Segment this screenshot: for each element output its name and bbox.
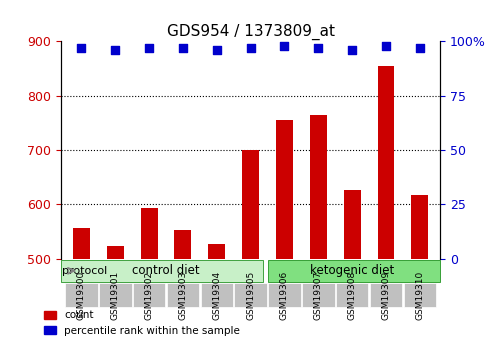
Text: GSM19307: GSM19307: [313, 270, 322, 319]
Text: GSM19305: GSM19305: [245, 270, 255, 319]
Bar: [369, 283, 401, 307]
Bar: [133, 283, 165, 307]
Bar: [267, 283, 300, 307]
Bar: [61, 260, 262, 282]
Text: GSM19301: GSM19301: [111, 270, 120, 319]
Bar: [267, 260, 439, 282]
Bar: [106, 246, 123, 259]
Legend: count, percentile rank within the sample: count, percentile rank within the sample: [40, 306, 244, 340]
Text: GSM19306: GSM19306: [279, 270, 288, 319]
Point: [415, 45, 423, 51]
Text: GSM19300: GSM19300: [77, 270, 86, 319]
Bar: [309, 115, 326, 259]
Point: [347, 47, 355, 53]
Bar: [234, 283, 266, 307]
Text: GSM19303: GSM19303: [178, 270, 187, 319]
Text: GSM19302: GSM19302: [144, 270, 153, 319]
Point: [145, 45, 153, 51]
Bar: [65, 283, 98, 307]
Point: [78, 45, 85, 51]
Bar: [208, 244, 225, 259]
Bar: [302, 283, 334, 307]
Bar: [377, 66, 394, 259]
Text: control diet: control diet: [132, 264, 200, 277]
Text: protocol: protocol: [61, 266, 107, 276]
Bar: [200, 283, 233, 307]
Text: GSM19309: GSM19309: [381, 270, 389, 319]
Bar: [174, 230, 191, 259]
Title: GDS954 / 1373809_at: GDS954 / 1373809_at: [166, 24, 334, 40]
Point: [212, 47, 220, 53]
Bar: [403, 283, 435, 307]
Bar: [343, 190, 360, 259]
Bar: [242, 150, 259, 259]
Point: [179, 45, 186, 51]
Bar: [335, 283, 367, 307]
Point: [246, 45, 254, 51]
Text: ketogenic diet: ketogenic diet: [309, 264, 393, 277]
Bar: [73, 228, 90, 259]
Bar: [410, 195, 427, 259]
Text: GSM19310: GSM19310: [414, 270, 424, 319]
Bar: [99, 283, 131, 307]
Point: [314, 45, 322, 51]
Point: [280, 43, 288, 49]
Point: [111, 47, 119, 53]
Bar: [141, 208, 157, 259]
Text: GSM19304: GSM19304: [212, 270, 221, 319]
Text: GSM19308: GSM19308: [347, 270, 356, 319]
Bar: [275, 120, 292, 259]
Bar: [166, 283, 199, 307]
Point: [381, 43, 389, 49]
